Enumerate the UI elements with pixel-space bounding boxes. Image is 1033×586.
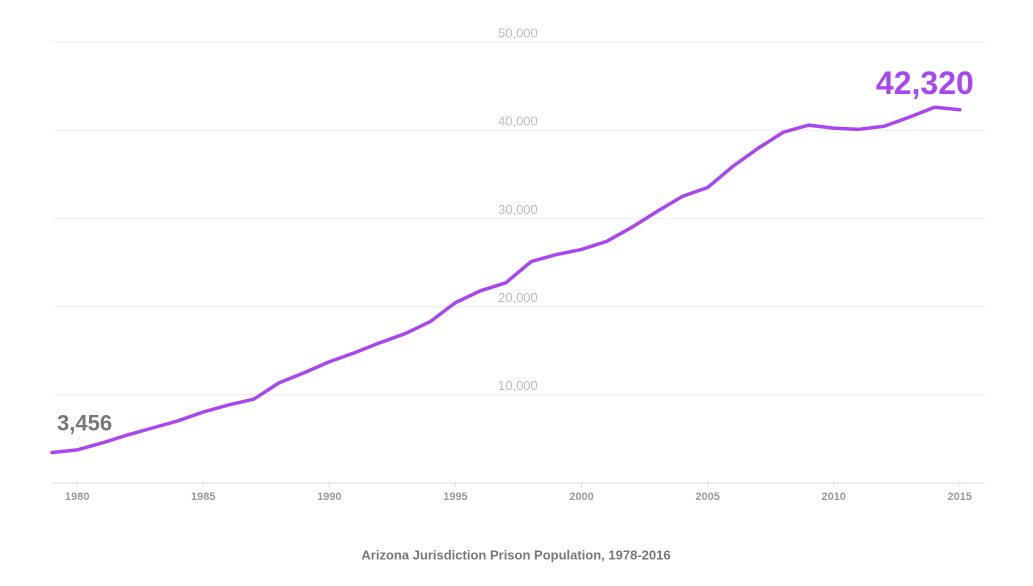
- y-tick-label: 30,000: [498, 202, 538, 217]
- data-label: 42,320: [876, 65, 974, 101]
- x-tick-label: 2010: [821, 491, 845, 503]
- data-label: 3,456: [57, 410, 112, 435]
- x-tick-label: 2000: [569, 491, 593, 503]
- y-tick-label: 20,000: [498, 290, 538, 305]
- x-tick-label: 2005: [695, 491, 719, 503]
- y-tick-label: 50,000: [498, 25, 538, 40]
- x-tick-label: 1980: [65, 491, 89, 503]
- y-tick-label: 10,000: [498, 378, 538, 393]
- chart-title: Arizona Jurisdiction Prison Population, …: [361, 547, 670, 562]
- x-tick-label: 1990: [317, 491, 341, 503]
- y-tick-label: 40,000: [498, 114, 538, 129]
- x-tick-label: 1995: [443, 491, 467, 503]
- data-line: [50, 105, 962, 455]
- x-tick-label: 1985: [191, 491, 215, 503]
- x-tick-label: 2015: [948, 491, 972, 503]
